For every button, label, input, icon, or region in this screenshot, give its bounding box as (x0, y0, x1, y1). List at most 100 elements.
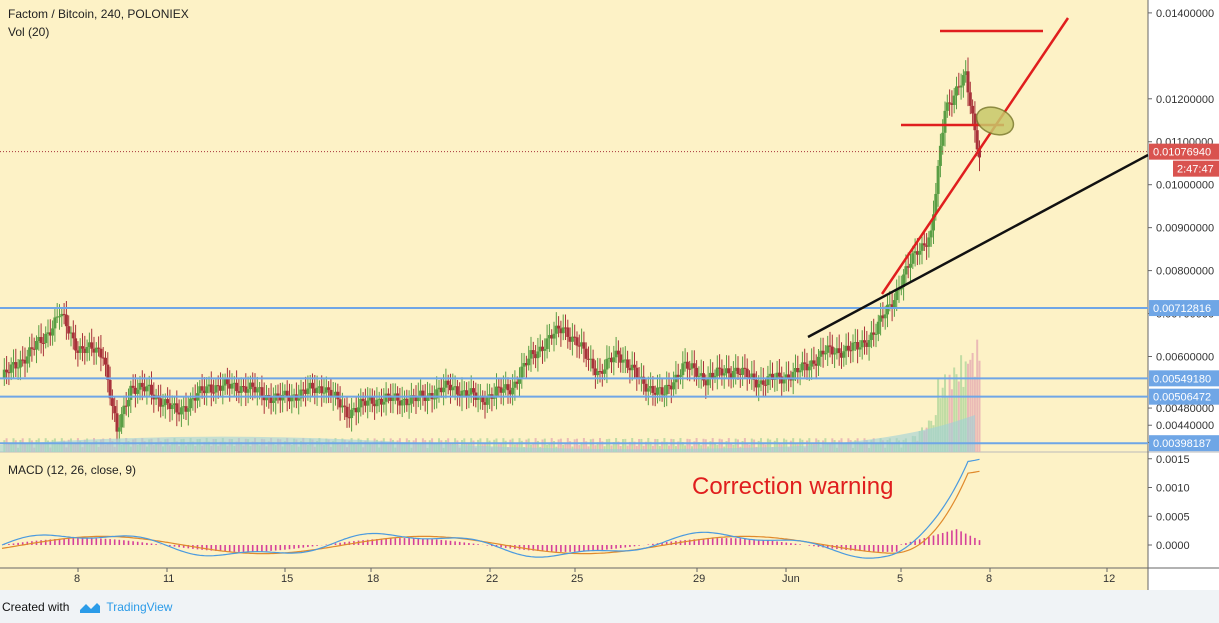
volume-bar (580, 442, 583, 452)
macd-histogram-bar (109, 539, 111, 545)
candle-body (173, 403, 176, 406)
candle-body (403, 398, 406, 401)
candle-body (754, 379, 758, 388)
macd-label: MACD (12, 26, close, 9) (8, 463, 137, 477)
volume-bar (714, 442, 716, 452)
candle-body (653, 392, 657, 395)
level-badge-label: 0.00506472 (1153, 392, 1211, 404)
candle-body (720, 368, 724, 376)
candle-body (136, 389, 140, 394)
volume-bar (760, 438, 762, 452)
macd-histogram-bar (624, 545, 627, 548)
volume-bar (973, 376, 976, 452)
volume-bar (725, 441, 728, 452)
candle-body (444, 380, 448, 388)
level-badge (1149, 435, 1219, 452)
chart-area[interactable]: 0.01400000 0.01200000 0.01100000 0.01000000… (0, 0, 1219, 590)
candle-body (780, 376, 784, 384)
candle-body (603, 369, 607, 374)
macd-histogram-bar (504, 545, 507, 548)
candle-body (978, 149, 981, 158)
candle-body (874, 333, 878, 335)
time-tick-label: 15 (281, 573, 293, 585)
macd-histogram-bar (693, 539, 696, 545)
candle-body (334, 391, 337, 396)
volume-bar (573, 439, 576, 452)
macd-histogram-bar (339, 542, 341, 545)
volume-bar (541, 439, 544, 452)
chart-background (0, 0, 1148, 590)
candle-body (863, 340, 866, 343)
macd-histogram-bar (468, 543, 470, 545)
macd-histogram-bar (284, 545, 286, 550)
price-tick-label: 0.00440000 (1156, 420, 1214, 432)
macd-histogram-bar (725, 538, 728, 545)
volume-bar (511, 438, 514, 452)
candle-body (462, 390, 466, 392)
volume-bar (953, 367, 956, 452)
volume-bar (741, 441, 744, 452)
macd-histogram-bar (58, 538, 61, 545)
candle-body (543, 349, 547, 351)
candle-body (759, 380, 763, 384)
macd-histogram-bar (21, 542, 24, 545)
price-chart[interactable]: 0.014000000.012000000.011000000.01000000… (0, 0, 1219, 590)
macd-histogram-bar (256, 545, 259, 552)
macd-histogram-bar (808, 545, 811, 546)
candle-body (451, 387, 455, 391)
volume-bar (610, 445, 613, 452)
candle-body (823, 352, 827, 355)
candle-body (573, 336, 577, 338)
candle-body (313, 388, 317, 394)
candle-body (702, 373, 705, 381)
macd-histogram-bar (937, 534, 939, 545)
volume-bar (967, 363, 969, 452)
candle-body (676, 374, 680, 377)
volume-bar (948, 374, 951, 452)
macd-histogram-bar (601, 545, 604, 551)
candle-body (140, 382, 144, 387)
candle-body (690, 363, 694, 369)
candle-body (299, 389, 303, 399)
tradingview-logo[interactable]: TradingView (79, 600, 172, 614)
candle-body (718, 367, 722, 369)
candle-body (651, 386, 655, 393)
macd-histogram-bar (90, 538, 93, 545)
macd-histogram-bar (790, 543, 792, 545)
macd-histogram-bar (182, 545, 185, 548)
level-badge (1149, 300, 1219, 317)
candle-body (39, 337, 43, 343)
candle-body (826, 345, 830, 353)
volume-bar (711, 438, 714, 452)
candle-body (561, 327, 565, 334)
tradingview-brand[interactable]: TradingView (106, 599, 173, 614)
candle-body (232, 382, 236, 384)
candle-body (306, 388, 310, 394)
candle-body (731, 371, 735, 378)
candle-body (646, 388, 650, 392)
macd-histogram-bar (730, 538, 732, 545)
macd-histogram-bar (233, 545, 236, 552)
candle-body (913, 251, 917, 254)
volume-bar (757, 440, 760, 452)
macd-histogram-bar (54, 539, 56, 545)
candle-body (465, 390, 469, 397)
price-axis-background (1148, 0, 1219, 590)
candle-body (329, 389, 333, 398)
volume-bar (663, 438, 666, 452)
macd-histogram-bar (169, 545, 171, 546)
macd-histogram-bar (44, 539, 47, 545)
candle-body (288, 397, 291, 402)
volume-bar (592, 438, 595, 452)
volume-bar (553, 441, 555, 452)
macd-histogram-bar (307, 545, 309, 548)
last-price-label: 0.01076940 (1153, 147, 1211, 159)
time-tick-label: 22 (486, 573, 498, 585)
candle-body (851, 342, 855, 351)
macd-histogram-bar (767, 540, 769, 545)
candle-body (193, 398, 197, 401)
candle-body (550, 335, 554, 339)
macd-histogram-bar (633, 545, 636, 547)
candle-body (582, 342, 586, 349)
candle-body (83, 348, 87, 354)
